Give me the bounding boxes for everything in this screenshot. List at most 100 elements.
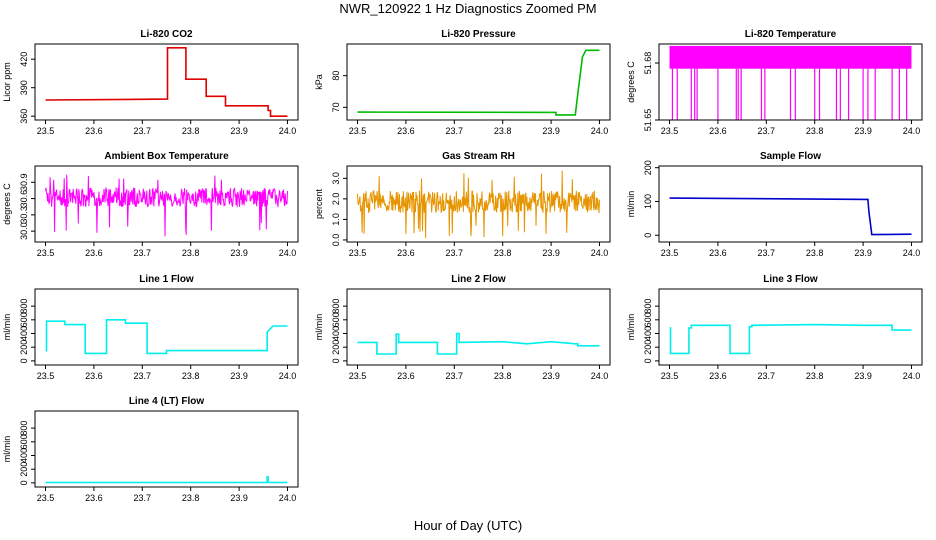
y-tick-label: 100	[643, 194, 653, 209]
x-tick-label: 23.7	[134, 248, 152, 258]
y-axis-label: ml/min	[2, 314, 12, 341]
plot-area	[45, 475, 288, 484]
series-line	[357, 49, 600, 116]
y-tick-label: 200	[643, 160, 653, 175]
plot-area	[669, 323, 912, 355]
plot-frame	[658, 288, 923, 366]
plot-frame	[658, 43, 923, 121]
x-tick-label: 23.5	[349, 371, 367, 381]
x-tick-label: 23.8	[182, 248, 200, 258]
y-tick-label: 0.0	[331, 234, 341, 247]
plot-area	[45, 46, 288, 117]
y-tick-label: 600	[643, 312, 653, 327]
series-line	[45, 174, 288, 237]
chart-panel: Ambient Box Temperature degrees C 23.5 23.6…	[2, 151, 299, 258]
x-tick-label: 24.0	[279, 248, 297, 258]
x-tick-label: 24.0	[903, 126, 921, 136]
x-tick-label: 23.5	[37, 371, 55, 381]
y-axis-label: ml/min	[626, 191, 636, 218]
page-title: NWR_120922 1 Hz Diagnostics Zoomed PM	[339, 1, 597, 16]
x-tick-label: 23.8	[494, 371, 512, 381]
y-tick-label: 800	[643, 299, 653, 314]
x-tick-label: 23.7	[134, 371, 152, 381]
chart-title: Line 4 (LT) Flow	[129, 396, 205, 407]
x-tick-label: 23.7	[134, 126, 152, 136]
y-tick-label: 0	[19, 480, 29, 485]
x-tick-label: 23.6	[85, 493, 103, 503]
x-tick-label: 23.6	[85, 126, 103, 136]
x-tick-label: 23.9	[854, 126, 872, 136]
series-band	[669, 45, 912, 69]
y-tick-label: 0	[643, 358, 653, 363]
y-axis-label: degrees C	[626, 61, 636, 103]
chart-title: Li-820 Pressure	[441, 29, 516, 40]
plot-area	[669, 45, 912, 120]
x-tick-label: 23.9	[230, 371, 248, 381]
x-tick-label: 23.8	[182, 371, 200, 381]
x-tick-label: 23.6	[397, 371, 415, 381]
series-line	[357, 170, 600, 239]
x-tick-label: 23.6	[85, 371, 103, 381]
x-tick-label: 23.9	[230, 126, 248, 136]
plot-area	[45, 174, 288, 237]
x-tick-label: 24.0	[591, 371, 609, 381]
x-tick-label: 23.7	[446, 371, 464, 381]
x-tick-label: 23.7	[134, 493, 152, 503]
y-tick-label: 200	[19, 462, 29, 477]
series-line	[669, 323, 912, 355]
y-tick-label: 3.0	[331, 172, 341, 185]
y-tick-label: 51.68	[643, 52, 653, 75]
y-tick-label: 30.9	[19, 174, 29, 192]
x-tick-label: 24.0	[591, 126, 609, 136]
x-tick-label: 23.6	[709, 126, 727, 136]
y-tick-label: 0	[19, 358, 29, 363]
y-tick-label: 360	[19, 109, 29, 124]
x-tick-label: 23.9	[230, 248, 248, 258]
x-tick-label: 23.6	[397, 126, 415, 136]
y-tick-label: 200	[643, 340, 653, 355]
x-tick-label: 23.9	[230, 493, 248, 503]
x-tick-label: 23.5	[37, 126, 55, 136]
x-tick-label: 23.9	[542, 371, 560, 381]
x-tick-label: 23.7	[446, 248, 464, 258]
plot-frame	[34, 410, 299, 488]
series-line	[45, 318, 288, 355]
chart-title: Line 2 Flow	[451, 274, 506, 285]
series-line	[357, 332, 600, 355]
x-tick-label: 23.6	[85, 248, 103, 258]
x-tick-label: 23.5	[349, 126, 367, 136]
x-tick-label: 24.0	[591, 248, 609, 258]
y-tick-label: 0	[643, 233, 653, 238]
y-tick-label: 400	[331, 326, 341, 341]
y-tick-label: 70	[331, 102, 341, 112]
x-tick-label: 23.9	[542, 126, 560, 136]
y-tick-label: 400	[19, 448, 29, 463]
chart-title: Line 1 Flow	[139, 274, 194, 285]
y-tick-label: 200	[331, 340, 341, 355]
x-tick-label: 23.8	[494, 126, 512, 136]
plot-frame	[346, 165, 611, 243]
y-tick-label: 30.0	[19, 222, 29, 240]
y-tick-label: 420	[19, 52, 29, 67]
x-tick-label: 23.5	[37, 493, 55, 503]
x-tick-label: 23.9	[854, 371, 872, 381]
x-tick-label: 23.6	[709, 248, 727, 258]
chart-panel: Line 3 Flow ml/min 23.5 23.6 23.7 23.8 23.9 24.…	[626, 274, 923, 381]
chart-title: Sample Flow	[760, 151, 821, 162]
y-tick-label: 1.0	[331, 213, 341, 226]
series-line	[669, 197, 912, 236]
plot-area	[669, 197, 912, 236]
plot-frame	[346, 288, 611, 366]
y-axis-label: ml/min	[314, 314, 324, 341]
x-tick-label: 23.7	[446, 126, 464, 136]
chart-title: Line 3 Flow	[763, 274, 818, 285]
x-axis-title: Hour of Day (UTC)	[413, 518, 523, 533]
chart-panel: Li-820 Temperature degrees C 23.5 23.6 23.7 2…	[626, 29, 923, 136]
y-tick-label: 800	[331, 299, 341, 314]
y-axis-label: percent	[314, 188, 324, 219]
y-tick-label: 600	[19, 434, 29, 449]
plot-area	[357, 332, 600, 355]
y-tick-label: 51.65	[643, 109, 653, 132]
chart-title: Ambient Box Temperature	[104, 151, 229, 162]
x-tick-label: 23.9	[542, 248, 560, 258]
